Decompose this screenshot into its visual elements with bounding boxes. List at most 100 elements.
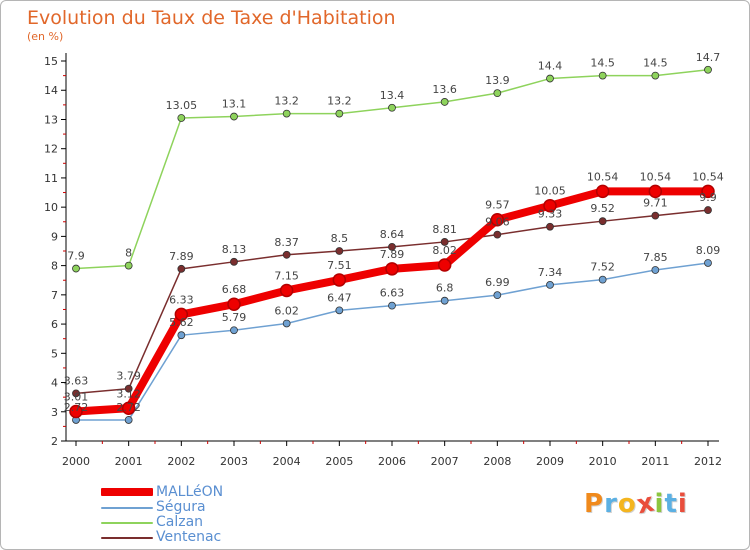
y-axis-unit: (en %) <box>27 30 64 43</box>
data-point-ventenac <box>230 257 238 266</box>
data-point-calzan <box>177 114 186 122</box>
data-label-calzan: 13.1 <box>222 98 247 111</box>
data-point-s-gura <box>704 259 712 267</box>
data-point-mall-on <box>332 273 347 287</box>
data-label-mall-on: 7.89 <box>380 248 405 261</box>
data-point-s-gura <box>598 275 607 284</box>
legend-label-segura: Ségura <box>156 499 206 515</box>
data-label-s-gura: 2.72 <box>116 401 141 414</box>
data-point-ventenac <box>704 206 712 214</box>
data-point-calzan <box>335 109 344 118</box>
data-label-calzan: 13.05 <box>166 99 198 112</box>
data-label-mall-on: 7.51 <box>327 259 352 272</box>
data-label-ventenac: 9.52 <box>590 202 615 215</box>
data-point-mall-on <box>385 262 399 276</box>
data-point-ventenac <box>651 211 660 220</box>
logo-letter: P <box>584 489 605 519</box>
data-point-calzan <box>651 71 660 80</box>
data-label-mall-on: 10.05 <box>534 185 566 198</box>
data-point-mall-on <box>121 401 136 416</box>
data-label-ventenac: 3.63 <box>64 374 89 387</box>
data-label-calzan: 14.5 <box>643 57 668 70</box>
data-point-s-gura <box>124 416 133 424</box>
data-label-mall-on: 10.54 <box>640 170 672 183</box>
data-label-ventenac: 8.13 <box>222 243 247 256</box>
y-tick-label: 5 <box>51 347 58 360</box>
legend-label-malleon: MALLéON <box>156 484 224 500</box>
legend-swatch-segura <box>101 507 153 509</box>
logo-letter: r <box>604 489 618 519</box>
data-label-s-gura: 7.34 <box>538 266 563 279</box>
data-point-s-gura <box>177 331 186 340</box>
data-point-calzan <box>704 65 712 74</box>
data-point-ventenac <box>282 250 291 259</box>
data-label-mall-on: 3.12 <box>116 387 141 400</box>
data-label-mall-on: 6.68 <box>222 283 247 296</box>
data-point-mall-on <box>279 283 294 298</box>
data-point-mall-on <box>174 307 189 322</box>
y-tick-label: 3 <box>51 406 58 419</box>
x-tick-label: 2012 <box>694 455 722 468</box>
data-point-ventenac <box>546 222 554 231</box>
data-point-ventenac <box>124 384 133 393</box>
data-label-calzan: 8 <box>125 247 132 260</box>
proxiti-logo: Proxiti <box>584 487 688 520</box>
data-point-calzan <box>124 261 133 270</box>
x-tick-label: 2001 <box>115 455 143 468</box>
data-point-ventenac <box>598 217 607 226</box>
data-label-ventenac: 7.89 <box>169 250 194 263</box>
y-tick-label: 6 <box>51 318 58 331</box>
data-point-ventenac <box>493 230 502 239</box>
data-point-mall-on <box>227 297 241 311</box>
data-label-s-gura: 6.02 <box>274 304 299 317</box>
y-tick-label: 12 <box>44 143 58 156</box>
data-point-mall-on <box>543 198 557 213</box>
data-label-s-gura: 6.63 <box>380 287 405 300</box>
logo-letter: o <box>617 489 637 519</box>
data-label-calzan: 14.4 <box>538 60 563 73</box>
data-point-mall-on <box>69 404 83 419</box>
data-point-s-gura <box>282 319 291 328</box>
data-label-s-gura: 6.99 <box>485 276 510 289</box>
data-label-ventenac: 9.06 <box>485 216 510 229</box>
data-label-calzan: 13.9 <box>485 74 510 87</box>
data-label-ventenac: 9.9 <box>699 191 717 204</box>
data-label-ventenac: 8.37 <box>274 236 299 249</box>
y-tick-label: 15 <box>44 55 58 68</box>
chart-title: Evolution du Taux de Taxe d'Habitation <box>27 7 396 29</box>
x-tick-label: 2009 <box>536 455 564 468</box>
data-point-calzan <box>546 74 554 83</box>
legend-label-calzan: Calzan <box>156 514 204 530</box>
y-tick-label: 13 <box>44 113 58 126</box>
axes: 2 3 4 5 6 7 8 9 10 11 12 13 14 15 2000 2001 2002 2003 2004… <box>44 53 722 468</box>
data-label-mall-on: 8.02 <box>432 244 457 257</box>
y-tick-label: 2 <box>51 435 58 448</box>
y-tick-label: 9 <box>51 230 58 243</box>
x-tick-label: 2002 <box>167 455 195 468</box>
x-tick-label: 2011 <box>641 455 669 468</box>
data-point-s-gura <box>493 291 502 300</box>
data-point-s-gura <box>335 306 344 315</box>
data-point-mall-on <box>595 184 610 199</box>
data-point-mall-on <box>437 258 452 272</box>
data-label-ventenac: 9.71 <box>643 197 668 210</box>
data-point-ventenac <box>335 247 344 255</box>
data-label-ventenac: 8.5 <box>331 232 349 245</box>
data-label-mall-on: 6.33 <box>169 293 194 306</box>
data-label-ventenac: 8.81 <box>432 223 457 236</box>
data-point-mall-on <box>648 184 663 199</box>
data-label-calzan: 13.2 <box>327 95 352 108</box>
data-point-calzan <box>493 89 502 98</box>
data-point-mall-on <box>490 212 505 227</box>
data-label-calzan: 13.2 <box>274 95 299 108</box>
data-point-s-gura <box>546 281 554 289</box>
series-labels: 7.9 8 13.05 13.1 13.2 13.2 13.4 13.6 13.9 14.4 14.… <box>64 51 724 414</box>
data-label-calzan: 14.5 <box>590 57 615 70</box>
y-tick-label: 14 <box>44 84 58 97</box>
y-tick-label: 10 <box>44 201 58 214</box>
data-point-calzan <box>598 71 607 80</box>
legend-label-ventenac: Ventenac <box>156 529 222 545</box>
data-label-s-gura: 5.62 <box>169 316 194 329</box>
